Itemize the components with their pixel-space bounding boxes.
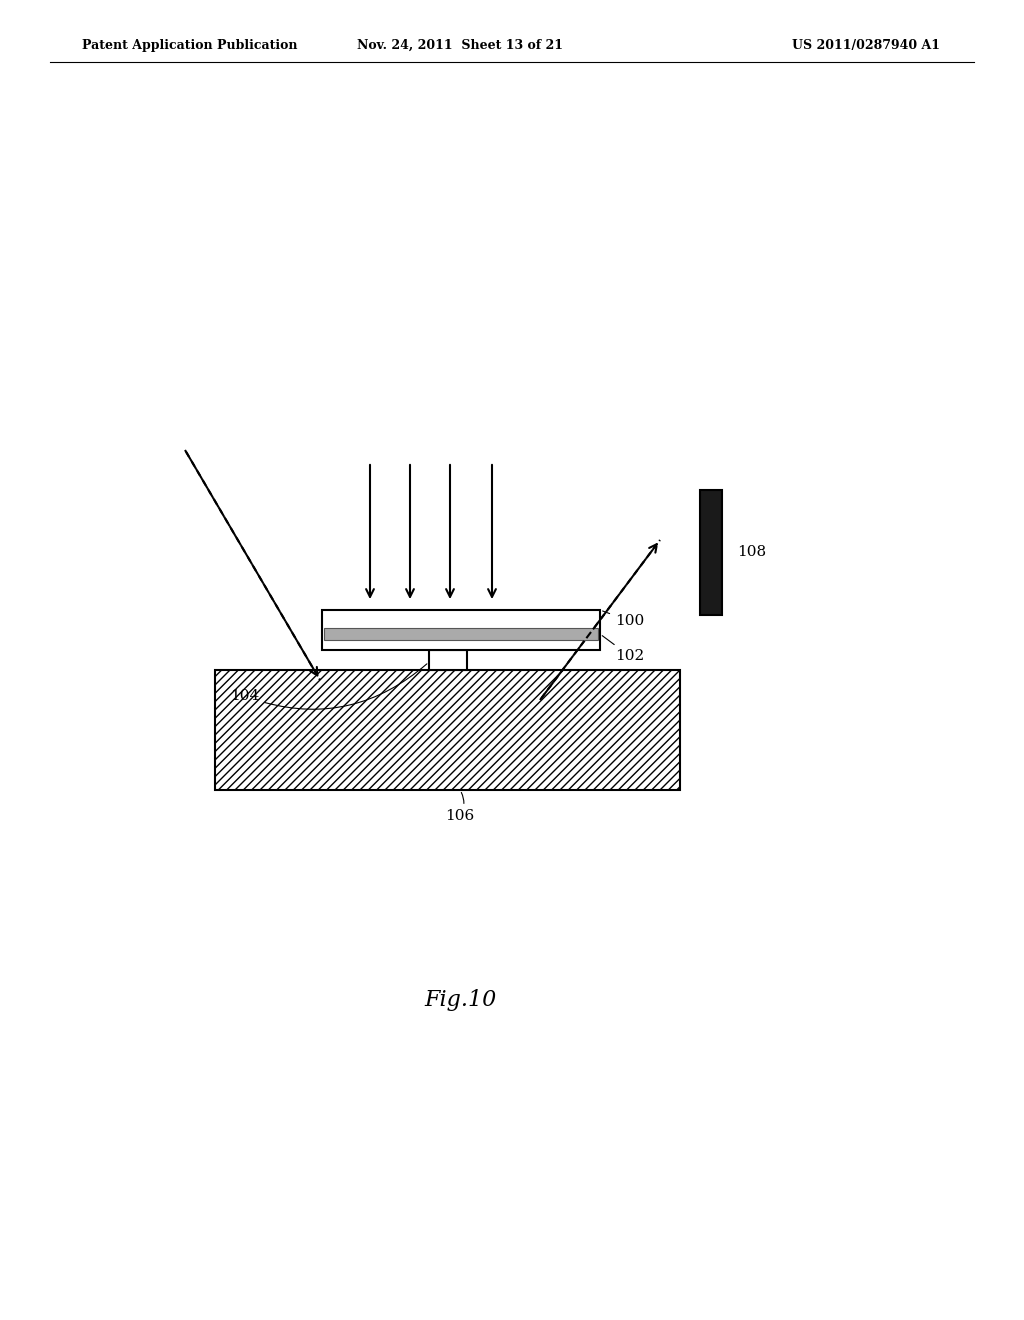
- Text: Patent Application Publication: Patent Application Publication: [82, 38, 298, 51]
- Bar: [429, 649, 467, 671]
- Bar: [322, 610, 600, 649]
- Text: 108: 108: [737, 545, 766, 560]
- Bar: [215, 671, 680, 789]
- Text: 100: 100: [602, 611, 644, 628]
- Text: Nov. 24, 2011  Sheet 13 of 21: Nov. 24, 2011 Sheet 13 of 21: [357, 38, 563, 51]
- Text: 104: 104: [230, 664, 427, 709]
- Bar: [700, 490, 722, 615]
- Text: 102: 102: [602, 636, 644, 663]
- Text: Fig.10: Fig.10: [424, 989, 496, 1011]
- Text: US 2011/0287940 A1: US 2011/0287940 A1: [792, 38, 940, 51]
- Text: 106: 106: [445, 792, 475, 822]
- Bar: [324, 628, 598, 640]
